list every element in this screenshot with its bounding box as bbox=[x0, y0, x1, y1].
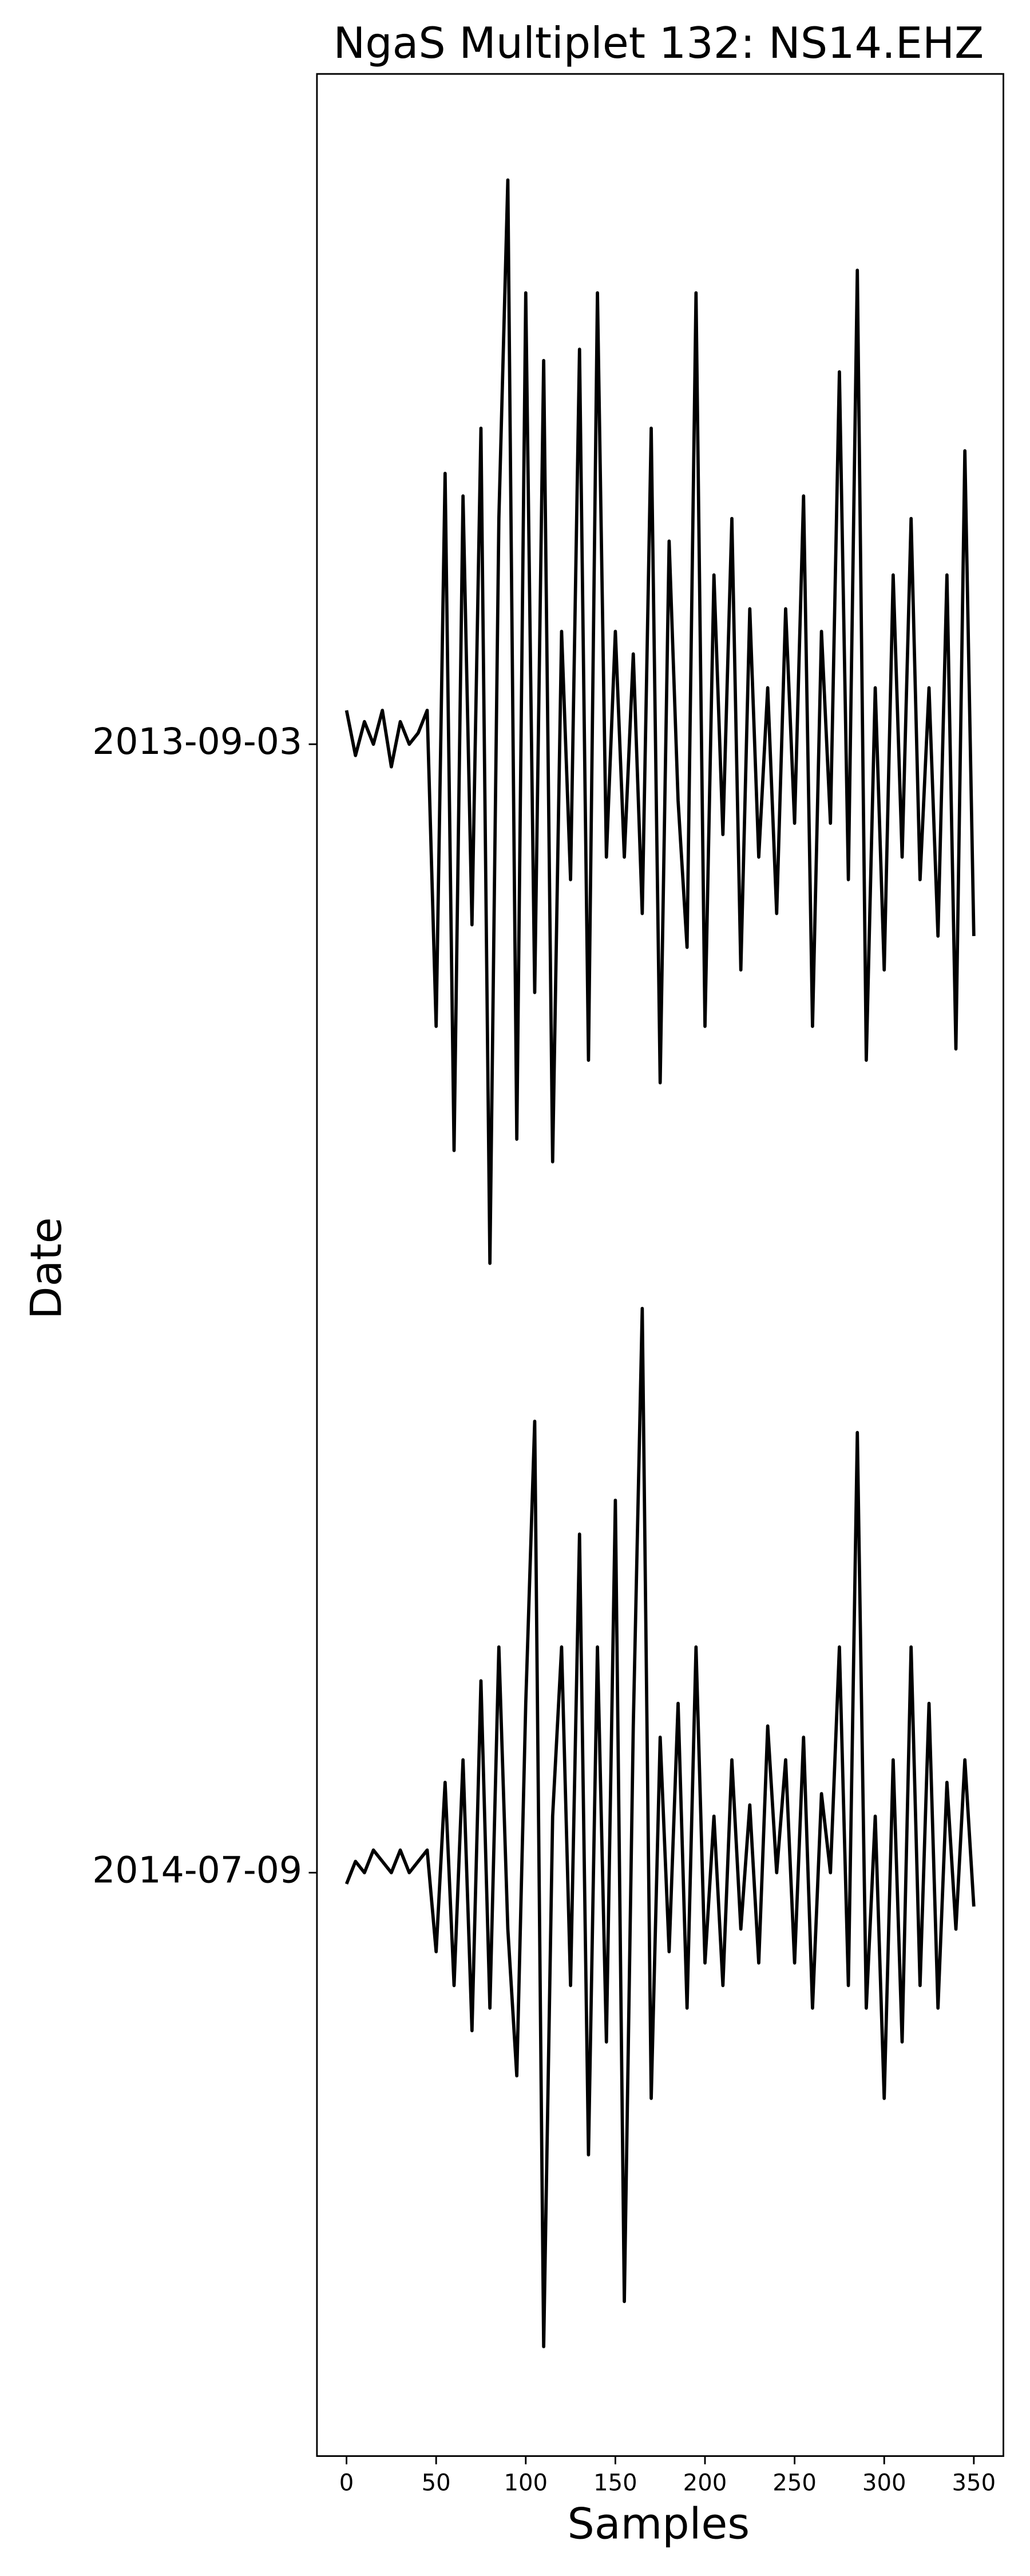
x-tick-label: 250 bbox=[772, 2470, 817, 2496]
x-tick-label: 100 bbox=[504, 2470, 548, 2496]
y-axis-label: Date bbox=[22, 1217, 72, 1319]
x-tick-label: 0 bbox=[339, 2470, 354, 2496]
y-tick-label: 2013-09-03 bbox=[92, 720, 302, 762]
x-tick-label: 350 bbox=[952, 2470, 996, 2496]
x-tick-label: 300 bbox=[862, 2470, 906, 2496]
x-tick-label: 150 bbox=[593, 2470, 637, 2496]
y-tick-label: 2014-07-09 bbox=[92, 1848, 302, 1891]
x-tick-label: 200 bbox=[683, 2470, 727, 2496]
x-tick-label: 50 bbox=[422, 2470, 451, 2496]
waveform bbox=[344, 1306, 976, 2349]
waveform bbox=[344, 178, 976, 1265]
plot-frame bbox=[316, 73, 1004, 2457]
x-axis-label: Samples bbox=[568, 2499, 750, 2549]
chart-title: NgaS Multiplet 132: NS14.EHZ bbox=[333, 18, 984, 68]
